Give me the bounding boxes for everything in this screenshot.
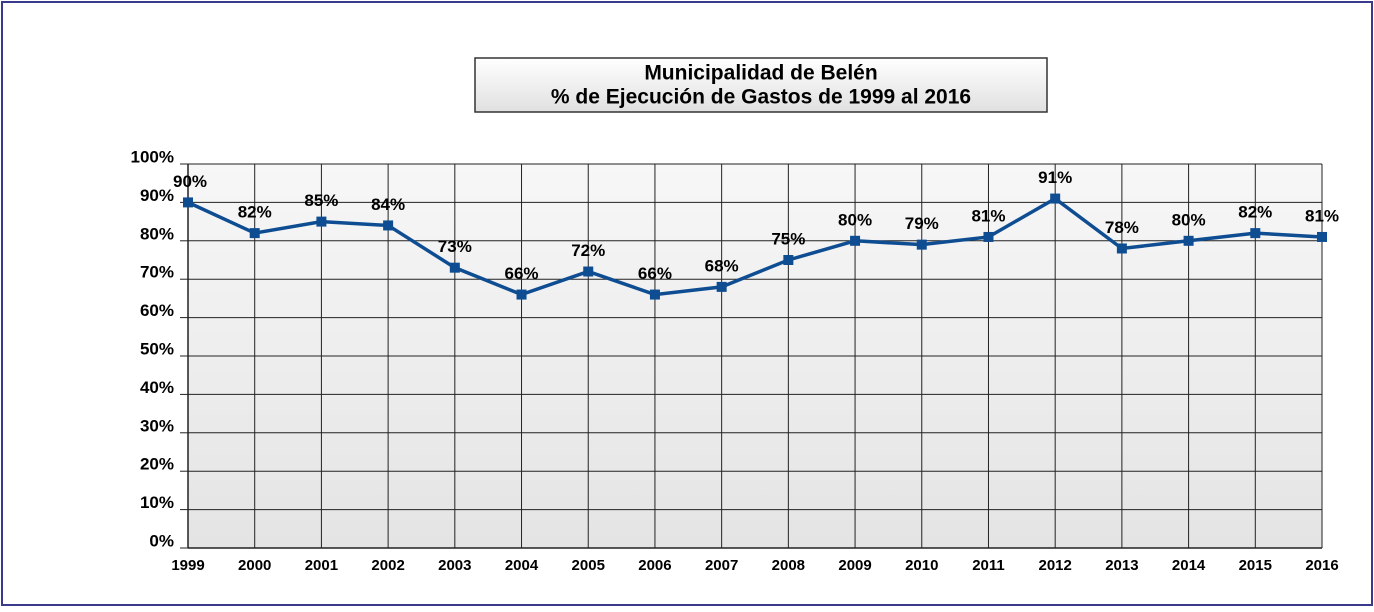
- data-label: 68%: [705, 256, 739, 275]
- title-box: [474, 57, 1048, 113]
- data-label: 81%: [971, 206, 1005, 225]
- x-tick-label: 2011: [972, 557, 1005, 574]
- data-label: 66%: [505, 264, 539, 283]
- x-tick-label: 2016: [1305, 557, 1338, 574]
- x-tick-label: 2008: [772, 557, 805, 574]
- x-tick-label: 2002: [371, 557, 404, 574]
- marker: [716, 281, 727, 292]
- data-label: 78%: [1105, 218, 1139, 237]
- marker: [1250, 228, 1261, 239]
- marker: [249, 228, 260, 239]
- marker: [516, 289, 527, 300]
- marker: [783, 255, 794, 265]
- marker: [1116, 243, 1127, 254]
- x-tick-label: 2012: [1038, 557, 1071, 574]
- data-label: 72%: [571, 241, 605, 260]
- data-label: 73%: [438, 237, 472, 256]
- chart-subtitle: % de Ejecución de Gastos de 1999 al 2016: [551, 86, 971, 109]
- y-tick-label: 30%: [140, 416, 174, 435]
- marker: [316, 216, 327, 227]
- marker: [1050, 193, 1061, 204]
- marker: [649, 289, 660, 300]
- x-tick-label: 2009: [838, 557, 871, 574]
- series-line: [187, 196, 1323, 297]
- x-tick-label: 2006: [638, 557, 671, 574]
- marker: [916, 239, 927, 250]
- y-tick-label: 60%: [140, 301, 174, 320]
- data-label: 80%: [1172, 210, 1206, 229]
- x-tick-label: 2013: [1105, 557, 1138, 574]
- y-tick-label: 70%: [140, 263, 174, 282]
- marker: [983, 231, 994, 242]
- x-tick-label: 2007: [705, 557, 738, 574]
- x-tick-label: 2015: [1239, 557, 1272, 574]
- data-label: 80%: [838, 210, 872, 229]
- y-tick-label: 90%: [140, 186, 174, 205]
- marker: [850, 235, 861, 246]
- data-label: 82%: [1238, 203, 1272, 222]
- marker: [183, 197, 193, 208]
- x-tick-label: 2003: [438, 557, 471, 574]
- marker: [449, 262, 460, 273]
- y-tick-label: 0%: [149, 531, 174, 550]
- y-tick-label: 50%: [140, 339, 174, 358]
- data-label: 79%: [905, 214, 939, 233]
- y-tick-label: 10%: [140, 493, 174, 512]
- data-label: 81%: [1305, 206, 1339, 225]
- marker: [583, 266, 594, 277]
- x-tick-label: 2004: [505, 557, 539, 574]
- marker: [383, 220, 394, 231]
- x-tick-label: 2001: [305, 557, 338, 574]
- y-tick-label: 80%: [140, 224, 174, 243]
- data-label: 85%: [304, 191, 338, 210]
- x-tick-label: 1999: [171, 557, 204, 574]
- data-label: 66%: [638, 264, 672, 283]
- x-tick-label: 2000: [238, 557, 271, 574]
- chart-title: Municipalidad de Belén: [644, 62, 877, 85]
- y-tick-label: 20%: [140, 455, 174, 474]
- data-label: 75%: [771, 229, 805, 248]
- x-tick-label: 2010: [905, 557, 938, 574]
- x-tick-label: 2014: [1172, 557, 1206, 574]
- marker: [1183, 235, 1194, 246]
- data-label: 91%: [1038, 168, 1072, 187]
- y-tick-label: 40%: [140, 378, 174, 397]
- data-label: 82%: [238, 203, 272, 222]
- y-tick-label: 100%: [131, 147, 174, 166]
- x-tick-label: 2005: [572, 557, 605, 574]
- data-label: 90%: [173, 172, 207, 191]
- data-label: 84%: [371, 195, 405, 214]
- marker: [1317, 231, 1327, 242]
